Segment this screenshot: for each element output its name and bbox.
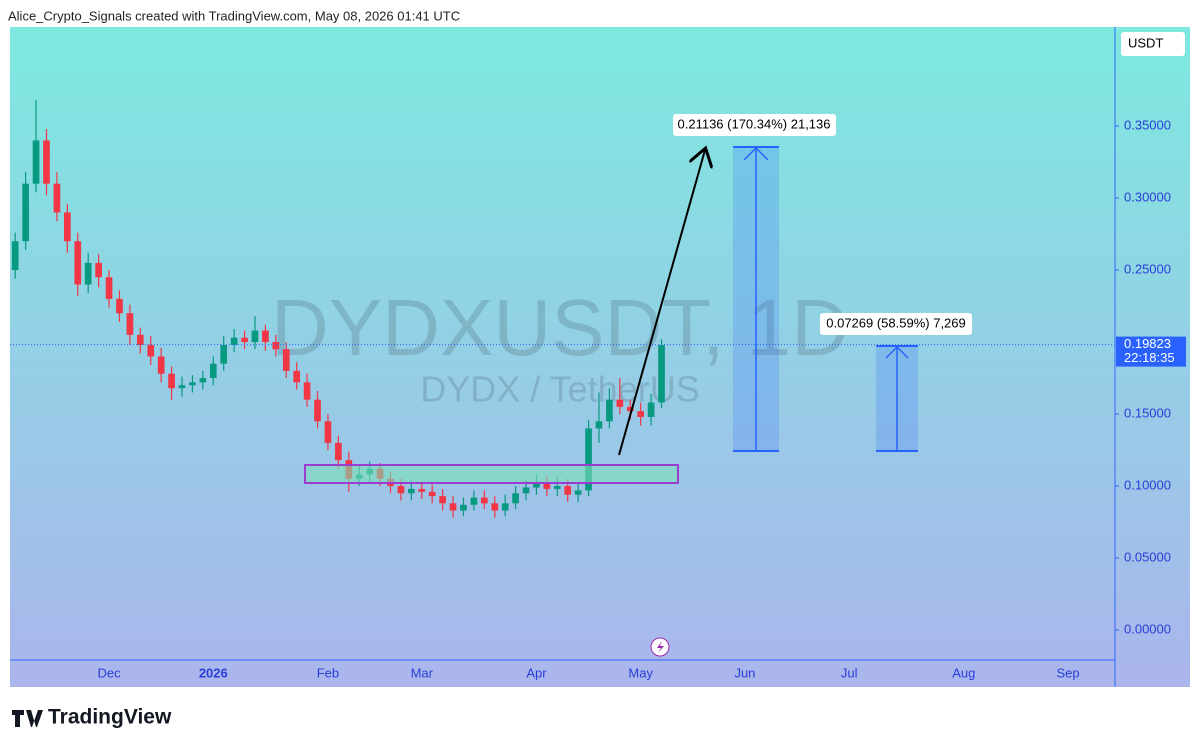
candle-body — [178, 385, 186, 389]
trend-arrow — [618, 150, 705, 456]
zone — [304, 464, 679, 484]
candle-body — [501, 503, 509, 511]
candle-body — [43, 140, 50, 184]
y-tick-label: 0.05000 — [1124, 549, 1171, 564]
watermark: DYDXUSDT, 1D — [271, 283, 849, 372]
candle-body — [574, 490, 582, 495]
candle-body — [84, 262, 92, 285]
axis: 0.000000.050000.100000.150000.200000.250… — [97, 118, 1186, 680]
x-tick-label: May — [628, 665, 653, 680]
candle-body — [397, 486, 405, 494]
y-tick-label: 0.25000 — [1124, 262, 1171, 277]
x-tick-label: Dec — [97, 665, 121, 680]
candle-body — [63, 212, 71, 242]
x-tick-label: Sep — [1057, 665, 1080, 680]
candle-body — [220, 344, 228, 364]
candle-body — [32, 140, 40, 184]
currency-box — [1121, 32, 1185, 56]
candle-body — [147, 344, 155, 357]
y-tick-label: 0.15000 — [1124, 405, 1171, 420]
candle-body — [126, 313, 134, 335]
measure-label: 0.07269 (58.59%) 7,269 — [826, 315, 966, 330]
event-bolt — [657, 641, 664, 653]
candle-body — [637, 411, 645, 417]
candle-body — [11, 241, 19, 271]
candle-body — [324, 421, 332, 443]
logo-icon — [12, 710, 43, 727]
measure-label-bg — [673, 114, 836, 136]
candle-body — [22, 183, 29, 242]
y-tick-label: 0.30000 — [1124, 190, 1171, 205]
candle-body — [199, 378, 207, 383]
candle-body — [136, 334, 144, 345]
y-tick-label: 0.35000 — [1124, 118, 1171, 133]
candle-body — [251, 330, 259, 343]
measure-label-bg — [820, 313, 972, 335]
candle-body — [293, 370, 301, 383]
candle-body — [189, 382, 196, 386]
candle-body — [262, 330, 269, 343]
candle-body — [533, 483, 540, 488]
candle-body — [460, 504, 467, 511]
candle-body — [335, 442, 342, 461]
candle-body — [564, 486, 572, 495]
candle-body — [449, 503, 457, 511]
candle-body — [209, 363, 217, 379]
candle-body — [428, 491, 436, 497]
candle-body — [553, 486, 561, 489]
candle-body — [585, 428, 592, 491]
x-tick-label: Mar — [411, 665, 434, 680]
x-tick-label: Jul — [841, 665, 858, 680]
candle-body — [606, 399, 613, 422]
candle-body — [647, 402, 655, 417]
candle-body — [157, 356, 165, 374]
candle-body — [314, 399, 321, 422]
candle-body — [74, 241, 82, 285]
candle-body — [626, 406, 634, 412]
watermark-sub: DYDX / TetherUS — [420, 369, 699, 410]
x-tick-label: Feb — [317, 665, 339, 680]
candle-body — [658, 344, 665, 403]
x-tick-label: Jun — [734, 665, 755, 680]
candle-body — [512, 493, 519, 504]
price-tag-value: 0.19823 — [1124, 336, 1171, 351]
candle-body — [616, 399, 624, 407]
candle-body — [282, 349, 290, 371]
y-tick-label: 0.00000 — [1124, 621, 1171, 636]
header: Alice_Crypto_Signals created with Tradin… — [8, 8, 460, 23]
candle-body — [543, 483, 551, 489]
candle-body — [480, 497, 488, 504]
logo: TradingView — [48, 706, 172, 729]
candle-body — [418, 488, 426, 492]
candle-body — [303, 382, 311, 400]
x-tick-label: Aug — [952, 665, 975, 680]
candle-body — [470, 497, 478, 505]
plot-bg — [10, 27, 1190, 687]
candle-body — [491, 503, 499, 511]
candle-body — [168, 373, 175, 389]
candle-body — [595, 421, 603, 429]
candle-body — [95, 262, 102, 278]
measure-arrow — [743, 146, 769, 451]
measure-label: 0.21136 (170.34%) 21,136 — [678, 116, 831, 131]
candle-body — [116, 298, 123, 314]
marks — [10, 100, 1115, 518]
candle-body — [408, 488, 415, 494]
candle-body — [230, 337, 238, 345]
candle-body — [53, 183, 61, 213]
x-tick-label: 2026 — [199, 665, 228, 680]
candle-body — [241, 337, 248, 343]
price-tag — [1116, 336, 1186, 367]
candle-body — [439, 496, 446, 504]
x-tick-label: Apr — [526, 665, 547, 680]
currency: USDT — [1128, 35, 1163, 50]
candle-body — [272, 342, 280, 350]
countdown: 22:18:35 — [1124, 350, 1175, 365]
measure-arrow — [885, 345, 909, 451]
candle-body — [105, 277, 113, 299]
candle-body — [522, 487, 530, 494]
y-tick-label: 0.10000 — [1124, 477, 1171, 492]
